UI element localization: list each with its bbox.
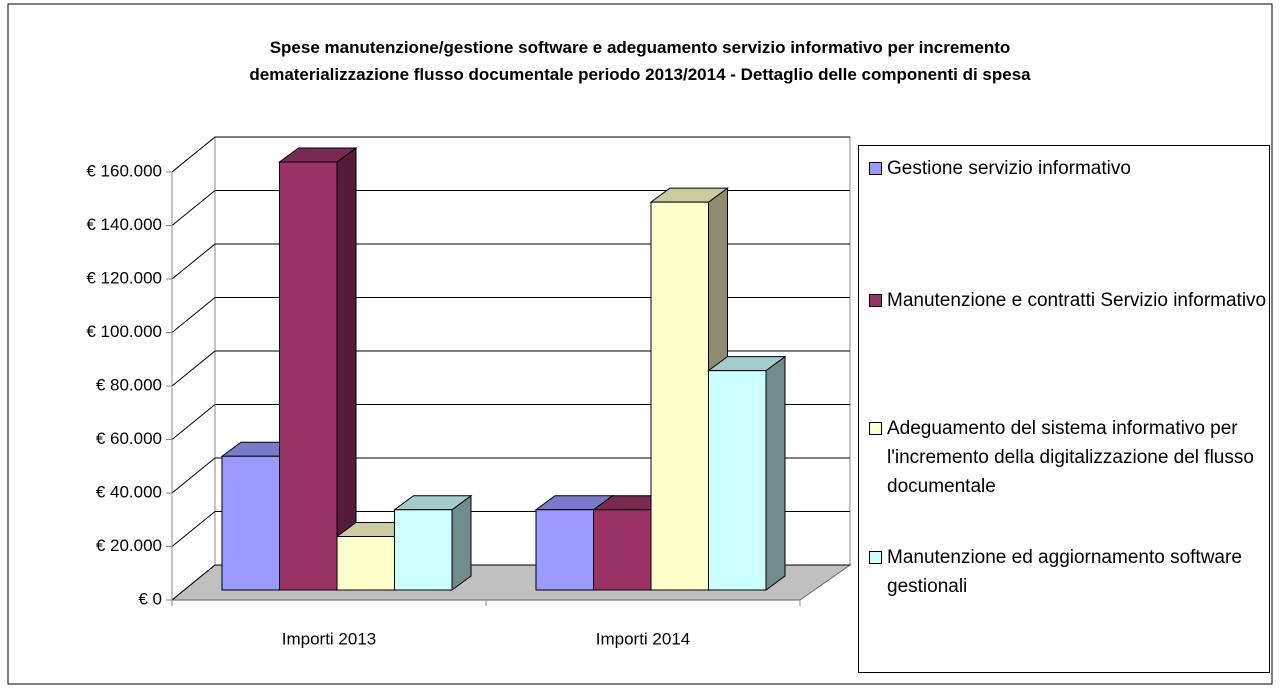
x-tick-label: Importi 2013 (282, 629, 377, 648)
y-tick-label: € 0 (138, 589, 162, 608)
grid-line-side (171, 511, 216, 547)
bar (708, 370, 767, 591)
chart-border (7, 3, 1273, 685)
legend-label: Manutenzione ed aggiornamento software g… (887, 547, 1242, 597)
legend-entry: Adeguamento del sistema informativo per … (869, 414, 1267, 501)
bar (279, 161, 338, 591)
bar (394, 509, 453, 591)
y-tick-label: € 60.000 (96, 429, 162, 448)
legend-swatch (869, 422, 882, 435)
legend-label: Gestione servizio informativo (887, 158, 1131, 179)
y-tick-label: € 100.000 (86, 322, 162, 341)
chart-title: Spese manutenzione/gestione software e a… (249, 38, 1031, 84)
bar (650, 201, 709, 591)
y-tick-label: € 160.000 (86, 161, 162, 180)
legend-entry: Manutenzione e contratti Servizio inform… (869, 286, 1267, 315)
x-tick-label: Importi 2014 (596, 629, 691, 648)
bar (593, 509, 652, 591)
legend-label: Manutenzione e contratti Servizio inform… (887, 290, 1267, 311)
y-tick-label: € 80.000 (96, 375, 162, 394)
bar (221, 455, 280, 591)
bar-side (451, 494, 472, 591)
grid-line-side (171, 350, 216, 387)
legend-label: Adeguamento del sistema informativo per … (887, 418, 1254, 497)
bar-side (765, 355, 786, 591)
bar-side (336, 147, 357, 591)
grid-line-side (171, 457, 216, 494)
legend: Gestione servizio informativo Manutenzion… (858, 145, 1270, 673)
grid-line-side (171, 243, 216, 280)
grid-line-side (171, 190, 216, 226)
legend-entry: Manutenzione ed aggiornamento software g… (869, 543, 1267, 601)
legend-swatch (869, 162, 882, 175)
y-tick-label: € 120.000 (86, 268, 162, 287)
y-tick-label: € 140.000 (86, 215, 162, 234)
legend-swatch (869, 294, 882, 307)
legend-swatch (869, 551, 882, 564)
y-tick-label: € 20.000 (96, 536, 162, 555)
y-tick-label: € 40.000 (96, 482, 162, 501)
legend-entry: Gestione servizio informativo (869, 154, 1267, 183)
grid-line-side (171, 404, 216, 440)
bar (336, 536, 395, 591)
grid-line-side (171, 136, 216, 173)
grid-line-side (171, 564, 216, 601)
grid-line-side (171, 297, 216, 333)
bar (535, 509, 594, 591)
